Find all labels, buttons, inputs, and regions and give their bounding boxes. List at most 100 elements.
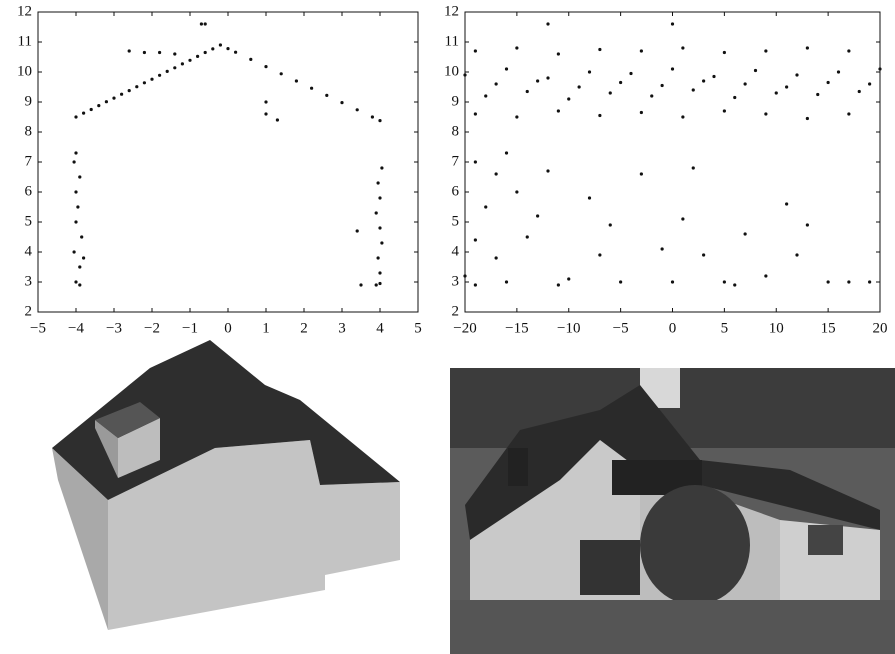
x-tick-label: 0 [669,320,677,336]
x-tick-label: 5 [414,320,422,336]
point [310,87,313,90]
figure: −5−4−3−2−101234523456789101112−20−15−10−… [0,0,895,654]
point [785,202,788,205]
point [868,280,871,283]
point [495,82,498,85]
point [868,82,871,85]
point [173,66,176,69]
point [264,112,267,115]
point [775,91,778,94]
point [546,22,549,25]
point [588,70,591,73]
point [526,90,529,93]
point [640,49,643,52]
point [847,112,850,115]
x-tick-label: 5 [721,320,729,336]
y-tick-label: 4 [452,243,460,259]
house-model [52,340,400,630]
point [681,46,684,49]
point [295,79,298,82]
point [733,283,736,286]
point [73,250,76,253]
point [378,226,381,229]
point [619,81,622,84]
point [671,22,674,25]
y-tick-label: 2 [452,303,460,319]
point [650,94,653,97]
point [536,214,539,217]
point [785,85,788,88]
point [264,100,267,103]
point [795,253,798,256]
point [78,283,81,286]
point [128,49,131,52]
point [463,73,466,76]
x-tick-label: 15 [821,320,836,336]
point [557,283,560,286]
x-tick-label: 1 [262,320,270,336]
point [74,220,77,223]
x-tick-label: −3 [106,320,122,336]
y-tick-label: 8 [25,123,33,139]
point [858,90,861,93]
y-tick-label: 12 [444,3,459,19]
point [505,280,508,283]
point [827,81,830,84]
y-tick-label: 7 [452,153,460,169]
point [526,235,529,238]
y-tick-label: 9 [25,93,33,109]
point [681,217,684,220]
point [847,280,850,283]
point [495,256,498,259]
point [463,274,466,277]
point [211,47,214,50]
x-tick-label: −15 [505,320,528,336]
point [484,205,487,208]
point [671,280,674,283]
point [356,108,359,111]
point [80,235,83,238]
point [181,62,184,65]
point [827,280,830,283]
point [78,265,81,268]
x-tick-label: −2 [144,320,160,336]
point [74,151,77,154]
y-tick-label: 7 [25,153,33,169]
y-tick-label: 11 [445,33,459,49]
point [73,160,76,163]
point [378,282,381,285]
point [264,65,267,68]
point [135,85,138,88]
point [847,49,850,52]
x-tick-label: 2 [300,320,308,336]
y-tick-label: 12 [17,3,32,19]
x-tick-label: −5 [30,320,46,336]
point [375,211,378,214]
point [173,52,176,55]
point [188,59,191,62]
point [249,58,252,61]
x-tick-label: 10 [769,320,784,336]
point [733,96,736,99]
point [484,94,487,97]
plot-frame [38,12,418,312]
x-tick-label: 0 [224,320,232,336]
y-tick-label: 4 [25,243,33,259]
point [598,253,601,256]
point [567,277,570,280]
point [74,280,77,283]
point [276,118,279,121]
point [609,223,612,226]
point [143,51,146,54]
point [712,75,715,78]
point [723,109,726,112]
plot-frame [465,12,880,312]
point [204,51,207,54]
point [82,256,85,259]
point [74,115,77,118]
y-tick-label: 3 [452,273,460,289]
point [226,47,229,50]
point [515,190,518,193]
y-tick-label: 2 [25,303,33,319]
point [474,283,477,286]
